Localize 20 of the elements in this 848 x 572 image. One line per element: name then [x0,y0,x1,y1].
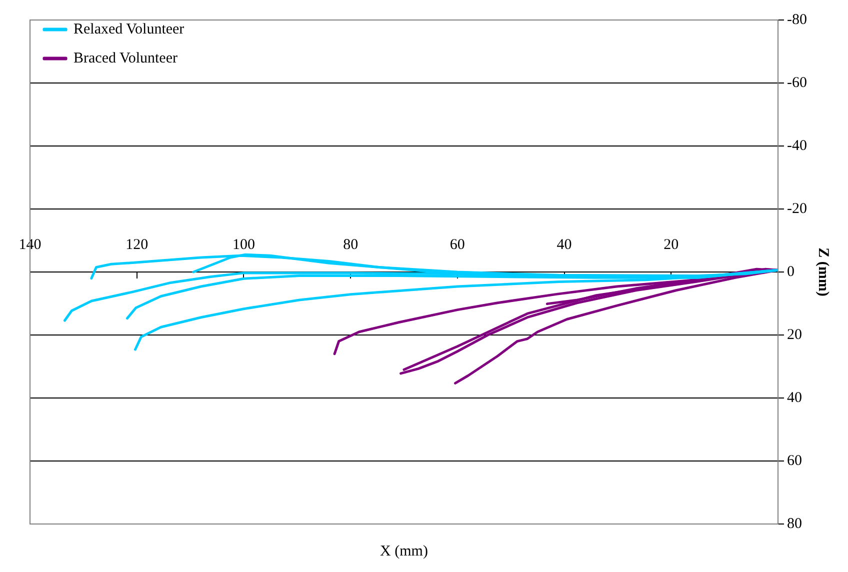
y-tick-label: 80 [787,516,802,532]
y-tick-label: 60 [787,452,802,469]
legend-label: Braced Volunteer [74,50,178,66]
y-tick-label: -40 [787,138,808,154]
y-tick-label: 0 [787,264,795,280]
y-tick-label: -80 [787,12,808,28]
y-tick-label: 40 [787,390,802,406]
x-axis-title: X (mm) [380,543,428,560]
y-tick-label: -20 [787,200,808,217]
y-tick-label: -60 [787,74,808,91]
x-tick-label: 20 [664,236,679,253]
x-tick-label: 140 [18,236,42,253]
x-tick-label: 80 [343,236,358,253]
legend-label: Relaxed Volunteer [74,21,184,38]
y-tick-label: 20 [787,326,802,343]
x-tick-label: 120 [126,236,148,253]
x-tick-label: 60 [450,236,465,253]
x-tick-label: 100 [232,236,255,253]
y-axis-title: Z (mm) [815,248,832,296]
x-tick-label: 40 [556,236,572,253]
